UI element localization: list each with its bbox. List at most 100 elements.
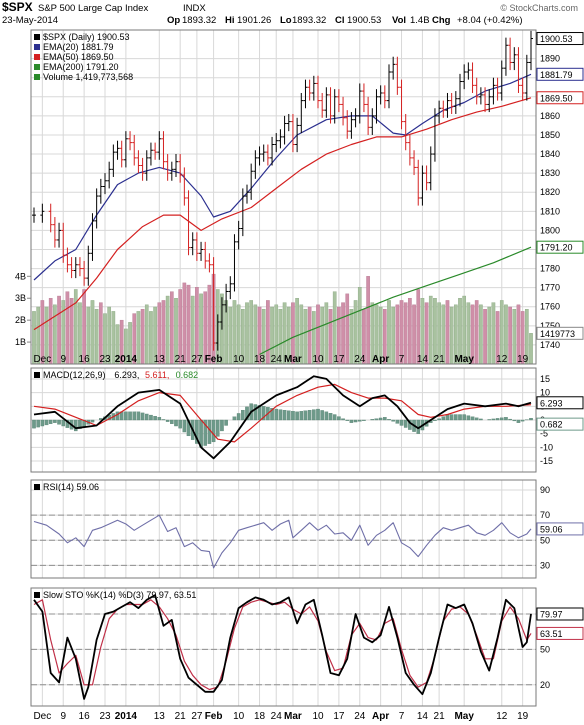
volume-ytick-3: 4B — [15, 271, 26, 281]
price-xtick-8: Feb — [205, 354, 223, 365]
volume-bar-14 — [90, 300, 95, 365]
macd-hist-bar-63 — [295, 411, 299, 421]
stoch-xtick-13: 10 — [312, 711, 324, 722]
macd-ytick-1: -10 — [540, 442, 553, 452]
volume-last-label-box — [536, 326, 584, 340]
rsi-ytick-3: 90 — [540, 485, 550, 495]
ema-line-2 — [259, 246, 532, 356]
ema-line-1 — [33, 97, 532, 331]
price-xtick-20: May — [454, 354, 474, 365]
macd-hist-bar-101 — [454, 414, 458, 421]
ema50-last-label-box — [536, 91, 584, 105]
price-bar-5 — [61, 222, 66, 263]
stoch-d-last-label-box — [536, 626, 584, 640]
volume-bar-76 — [349, 308, 354, 365]
rsi-ytick-1: 50 — [540, 535, 550, 545]
macd-hist-bar-7 — [61, 419, 66, 427]
volume-bar-78 — [357, 287, 362, 365]
price-legend-swatch-1 — [34, 44, 40, 50]
price-bar-11 — [86, 245, 91, 286]
macd-hist-bar-86 — [391, 419, 395, 422]
price-bar-83 — [387, 64, 391, 109]
volume-bar-92 — [416, 289, 421, 365]
price-bar-43 — [219, 297, 224, 330]
macd-last-label: 6.293 — [540, 398, 563, 408]
macd-hist-bar-68 — [316, 408, 320, 421]
price-bar-55 — [270, 136, 275, 166]
stoch-xtick-9: 10 — [233, 711, 245, 722]
price-legend-swatch-2 — [34, 54, 40, 60]
price-bar-101 — [462, 64, 467, 90]
volume-ytick-1: 2B — [15, 315, 26, 325]
macd-hist-bar-59 — [278, 409, 283, 421]
chart-exchange: INDX — [183, 3, 206, 14]
price-bar-42 — [215, 314, 220, 351]
price-xtick-18: 14 — [417, 354, 429, 365]
macd-legend-2: 5.611, — [145, 370, 169, 380]
macd-frame — [30, 367, 537, 473]
volume-bar-80 — [366, 276, 370, 365]
ema20-last-label: 1881.79 — [540, 70, 573, 80]
macd-hist-bar-105 — [470, 416, 475, 421]
macd-hist-bar-25 — [136, 411, 141, 421]
price-bar-35 — [186, 190, 191, 256]
price-bar-56 — [274, 133, 279, 153]
stoch-xtick-10: 18 — [254, 711, 266, 722]
macd-hist-bar-26 — [140, 412, 145, 421]
macd-legend-3: 0.682 — [176, 370, 199, 380]
price-bar-80 — [374, 89, 379, 124]
rsi-last-label: 59.06 — [540, 524, 563, 534]
macd-hist-bar-36 — [182, 419, 187, 433]
price-bar-49 — [245, 184, 249, 204]
macd-hist-bar-55 — [261, 406, 266, 421]
ema200-last-label: 1791.20 — [540, 243, 573, 253]
ema200-last-label-box — [536, 240, 584, 254]
macd-hist-bar-100 — [449, 414, 454, 421]
volume-bar-108 — [483, 308, 487, 365]
volume-bar-99 — [445, 300, 450, 365]
rsi-line — [33, 514, 532, 569]
price-bar-82 — [382, 85, 387, 109]
rsi-frame — [30, 479, 537, 579]
volume-bar-56 — [266, 300, 270, 365]
price-last-label-box — [536, 32, 584, 46]
price-bar-57 — [278, 129, 283, 149]
price-ytick-3: 1770 — [540, 283, 560, 293]
volume-bar-32 — [165, 295, 170, 365]
stoch-xtick-2: 16 — [79, 711, 91, 722]
macd-hist-bar-11 — [78, 419, 82, 429]
macd-hist-bar-84 — [383, 417, 387, 421]
macd-hist-bar-99 — [445, 414, 450, 421]
price-legend-swatch-4 — [34, 74, 40, 80]
volume-value: 1.4B — [410, 15, 430, 26]
price-bar-73 — [345, 110, 350, 139]
price-bar-40 — [207, 253, 212, 273]
price-ytick-12: 1860 — [540, 111, 560, 121]
stoch-xtick-17: 7 — [399, 711, 405, 722]
macd-hist-bar-2 — [40, 419, 45, 427]
price-bar-34 — [182, 167, 187, 206]
price-bar-31 — [169, 161, 174, 181]
ohlc-readout: Op 1893.32 Hi 1901.26 Lo 1893.32 Cl 1900… — [167, 15, 523, 26]
macd-hist-bar-27 — [144, 413, 149, 421]
volume-bar-70 — [324, 302, 329, 365]
volume-bar-110 — [491, 302, 496, 365]
price-bar-115 — [520, 77, 525, 101]
price-frame — [30, 29, 537, 365]
price-xtick-4: 2014 — [115, 354, 138, 365]
price-legend-2: EMA(50) 1869.50 — [43, 52, 114, 62]
volume-bar-86 — [391, 306, 396, 365]
price-xtick-7: 27 — [191, 354, 203, 365]
change-value: +8.04 (+0.42%) — [457, 15, 523, 26]
macd-hist-bar-45 — [220, 419, 224, 432]
price-bar-54 — [265, 144, 270, 166]
price-bar-2 — [48, 203, 53, 233]
price-bar-37 — [194, 232, 199, 261]
macd-hist-bar-74 — [341, 418, 345, 421]
volume-bar-100 — [449, 306, 454, 365]
volume-bar-9 — [69, 298, 74, 365]
volume-bar-106 — [474, 300, 479, 365]
macd-hist-bar-72 — [332, 414, 337, 421]
price-bar-98 — [449, 92, 454, 114]
price-bar-110 — [499, 60, 504, 101]
